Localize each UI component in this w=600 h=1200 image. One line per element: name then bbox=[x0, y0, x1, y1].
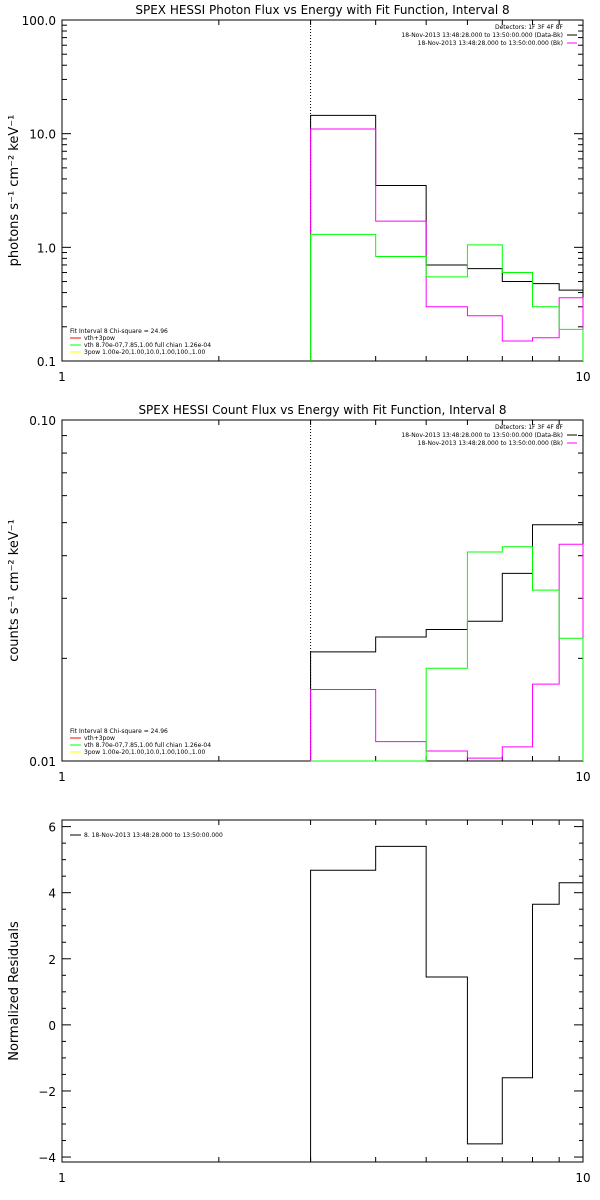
legend-right-entry: 18-Nov-2013 13:48:28.000 to 13:50:00.000… bbox=[418, 40, 563, 47]
x-tick-label: 10 bbox=[575, 770, 590, 784]
series-line-1 bbox=[310, 128, 584, 361]
y-axis-label: Normalized Residuals bbox=[7, 921, 22, 1061]
x-tick-label: 1 bbox=[58, 1171, 66, 1185]
series-line-1 bbox=[310, 543, 584, 761]
legend-left-entry: vth 8.70e-07,7.85,1.00 full chian 1.26e-… bbox=[84, 742, 211, 749]
y-tick-label: 0 bbox=[48, 1019, 56, 1033]
series-line-2 bbox=[310, 233, 584, 361]
legend-left-entry: 3pow 1.00e-20,1.00,10.0,1.00,100.,1.00 bbox=[84, 749, 205, 756]
photon-flux-panel: SPEX HESSI Photon Flux vs Energy with Fi… bbox=[7, 3, 591, 384]
y-tick-label: −2 bbox=[38, 1085, 56, 1099]
legend-left-entry: 8. 18-Nov-2013 13:48:28.000 to 13:50:00.… bbox=[84, 832, 223, 839]
legend-right-entry: Detectors: 1F 3F 4F 8F bbox=[495, 24, 564, 31]
y-tick-label: −4 bbox=[38, 1151, 56, 1165]
series-line-0 bbox=[310, 845, 583, 1162]
x-tick-label: 1 bbox=[58, 770, 66, 784]
legend-right-entry: 18-Nov-2013 13:48:28.000 to 13:50:00.000… bbox=[401, 432, 563, 439]
legend-left-entry: Fit Interval 8 Chi-square = 24.96 bbox=[70, 328, 168, 335]
y-tick-label: 2 bbox=[48, 953, 56, 967]
plot-frame bbox=[61, 819, 584, 1163]
x-tick-label: 1 bbox=[58, 370, 66, 384]
legend-left-entry: 3pow 1.00e-20,1.00,10.0,1.00,100.,1.00 bbox=[84, 349, 205, 356]
series-line-0 bbox=[310, 524, 584, 761]
plot-frame bbox=[61, 419, 584, 762]
legend-right-entry: 18-Nov-2013 13:48:28.000 to 13:50:00.000… bbox=[418, 440, 563, 447]
series-line-0 bbox=[310, 114, 584, 361]
legend-right-entry: Detectors: 1F 3F 4F 8F bbox=[495, 424, 564, 431]
legend-left-entry: vth 8.70e-07,7.85,1.00 full chian 1.26e-… bbox=[84, 342, 211, 349]
x-tick-label: 10 bbox=[575, 370, 590, 384]
y-tick-label: 1.0 bbox=[37, 241, 56, 255]
y-axis-label: photons s⁻¹ cm⁻² keV⁻¹ bbox=[7, 115, 22, 267]
legend-left-entry: Fit Interval 8 Chi-square = 24.96 bbox=[70, 728, 168, 735]
y-tick-label: 0.01 bbox=[29, 755, 56, 769]
x-tick-label: 10 bbox=[575, 1171, 590, 1185]
y-tick-label: 0.1 bbox=[37, 355, 56, 369]
chart-title: SPEX HESSI Count Flux vs Energy with Fit… bbox=[138, 403, 506, 417]
legend-left-entry: vth+3pow bbox=[84, 335, 115, 342]
plot-frame bbox=[61, 19, 584, 362]
count-flux-panel: SPEX HESSI Count Flux vs Energy with Fit… bbox=[7, 403, 591, 784]
series-line-2 bbox=[310, 546, 584, 762]
y-tick-label: 0.10 bbox=[29, 414, 56, 428]
y-tick-label: 4 bbox=[48, 887, 56, 901]
y-tick-label: 100.0 bbox=[22, 14, 56, 28]
chart-title: SPEX HESSI Photon Flux vs Energy with Fi… bbox=[135, 3, 509, 17]
y-axis-label: counts s⁻¹ cm⁻² keV⁻¹ bbox=[7, 519, 22, 662]
residuals-panel: Normalized Residuals 1 10 −4 −2 0 2 4 6 8. 18-Nov… bbox=[7, 819, 591, 1185]
legend-left-entry: vth+3pow bbox=[84, 735, 115, 742]
y-tick-label: 6 bbox=[48, 821, 56, 835]
legend-right-entry: 18-Nov-2013 13:48:28.000 to 13:50:00.000… bbox=[401, 32, 563, 39]
y-tick-label: 10.0 bbox=[29, 128, 56, 142]
